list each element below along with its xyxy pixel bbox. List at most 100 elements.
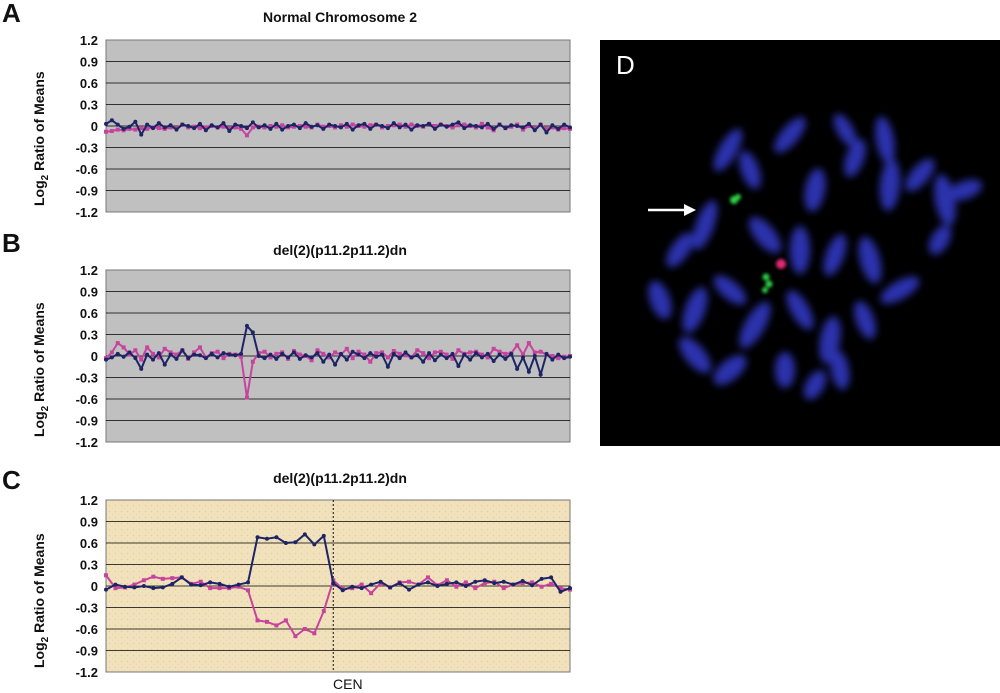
data-point bbox=[350, 349, 355, 354]
y-tick-label: 0.9 bbox=[80, 285, 98, 300]
data-point bbox=[156, 355, 161, 360]
data-point bbox=[215, 125, 220, 130]
data-point bbox=[438, 352, 443, 357]
data-point bbox=[550, 354, 555, 358]
y-tick-label: -1.2 bbox=[76, 435, 98, 450]
data-point bbox=[239, 351, 244, 356]
data-point bbox=[403, 353, 408, 358]
data-point bbox=[369, 582, 374, 587]
data-point bbox=[197, 121, 202, 126]
data-point bbox=[315, 123, 320, 128]
data-point bbox=[521, 355, 526, 360]
data-point bbox=[374, 351, 379, 356]
data-point bbox=[262, 123, 267, 128]
data-point bbox=[549, 581, 554, 586]
y-tick-label: -0.6 bbox=[76, 622, 98, 637]
data-point bbox=[197, 126, 202, 131]
data-point bbox=[115, 341, 120, 346]
data-point bbox=[233, 353, 238, 358]
data-point bbox=[227, 129, 232, 134]
data-point bbox=[113, 582, 118, 587]
data-point bbox=[356, 352, 361, 357]
data-point bbox=[315, 351, 320, 356]
data-point bbox=[221, 356, 226, 361]
data-point bbox=[479, 352, 484, 357]
data-point bbox=[532, 128, 537, 133]
data-point bbox=[538, 349, 543, 354]
data-point bbox=[454, 580, 459, 585]
data-point bbox=[321, 533, 326, 538]
data-point bbox=[526, 121, 531, 126]
data-point bbox=[397, 581, 402, 586]
data-point bbox=[297, 124, 302, 128]
data-point bbox=[250, 359, 255, 364]
arrow-right-icon bbox=[648, 204, 696, 216]
data-point bbox=[362, 356, 367, 361]
data-point bbox=[133, 356, 138, 361]
data-point bbox=[350, 122, 355, 127]
data-point bbox=[539, 584, 544, 589]
data-point bbox=[485, 351, 490, 356]
data-point bbox=[432, 126, 437, 131]
data-point bbox=[327, 122, 332, 127]
data-point bbox=[350, 356, 355, 361]
data-point bbox=[550, 125, 555, 130]
y-tick-label: 0 bbox=[91, 349, 98, 364]
data-point bbox=[378, 579, 383, 584]
data-point bbox=[151, 586, 156, 591]
fish-metaphase-drawing bbox=[648, 113, 983, 400]
data-point bbox=[415, 353, 420, 358]
data-point bbox=[503, 356, 508, 361]
data-point bbox=[532, 350, 537, 355]
data-point bbox=[274, 535, 279, 540]
data-point bbox=[456, 123, 461, 128]
data-point bbox=[368, 123, 373, 128]
data-point bbox=[397, 351, 402, 356]
data-point bbox=[556, 352, 561, 357]
data-point bbox=[302, 532, 307, 537]
panel-letter-c: C bbox=[2, 465, 21, 495]
data-point bbox=[192, 352, 197, 357]
y-tick-label: -0.6 bbox=[76, 162, 98, 177]
data-point bbox=[280, 123, 285, 128]
data-point bbox=[104, 129, 108, 134]
data-point bbox=[139, 366, 144, 371]
data-point bbox=[192, 350, 197, 355]
data-point bbox=[415, 348, 420, 353]
data-point bbox=[315, 348, 320, 353]
data-point bbox=[409, 355, 414, 360]
data-point bbox=[141, 584, 146, 588]
data-point bbox=[160, 585, 165, 590]
data-point bbox=[104, 573, 108, 578]
data-point bbox=[244, 323, 249, 328]
data-point bbox=[256, 125, 261, 130]
data-point bbox=[497, 349, 502, 354]
cen-label: CEN bbox=[333, 676, 363, 692]
data-point bbox=[474, 351, 479, 356]
data-point bbox=[327, 352, 332, 357]
data-point bbox=[246, 588, 251, 593]
data-point bbox=[558, 586, 563, 591]
data-point bbox=[526, 341, 531, 346]
y-tick-label: 0.3 bbox=[80, 328, 98, 343]
data-point bbox=[497, 122, 502, 127]
data-point bbox=[421, 359, 426, 364]
data-point bbox=[321, 351, 326, 356]
data-point bbox=[503, 126, 508, 131]
data-point bbox=[397, 122, 402, 127]
data-point bbox=[368, 359, 373, 364]
data-point bbox=[244, 126, 249, 131]
data-point bbox=[485, 125, 490, 130]
data-point bbox=[432, 350, 437, 355]
data-point bbox=[479, 125, 484, 130]
data-point bbox=[141, 578, 146, 583]
y-tick-label: 1.2 bbox=[80, 33, 98, 48]
data-point bbox=[321, 359, 326, 364]
data-point bbox=[162, 125, 167, 130]
data-point bbox=[456, 120, 461, 125]
data-point bbox=[521, 125, 526, 130]
data-point bbox=[333, 350, 338, 355]
data-point bbox=[268, 352, 273, 357]
data-point bbox=[503, 351, 508, 356]
data-point bbox=[544, 130, 549, 135]
